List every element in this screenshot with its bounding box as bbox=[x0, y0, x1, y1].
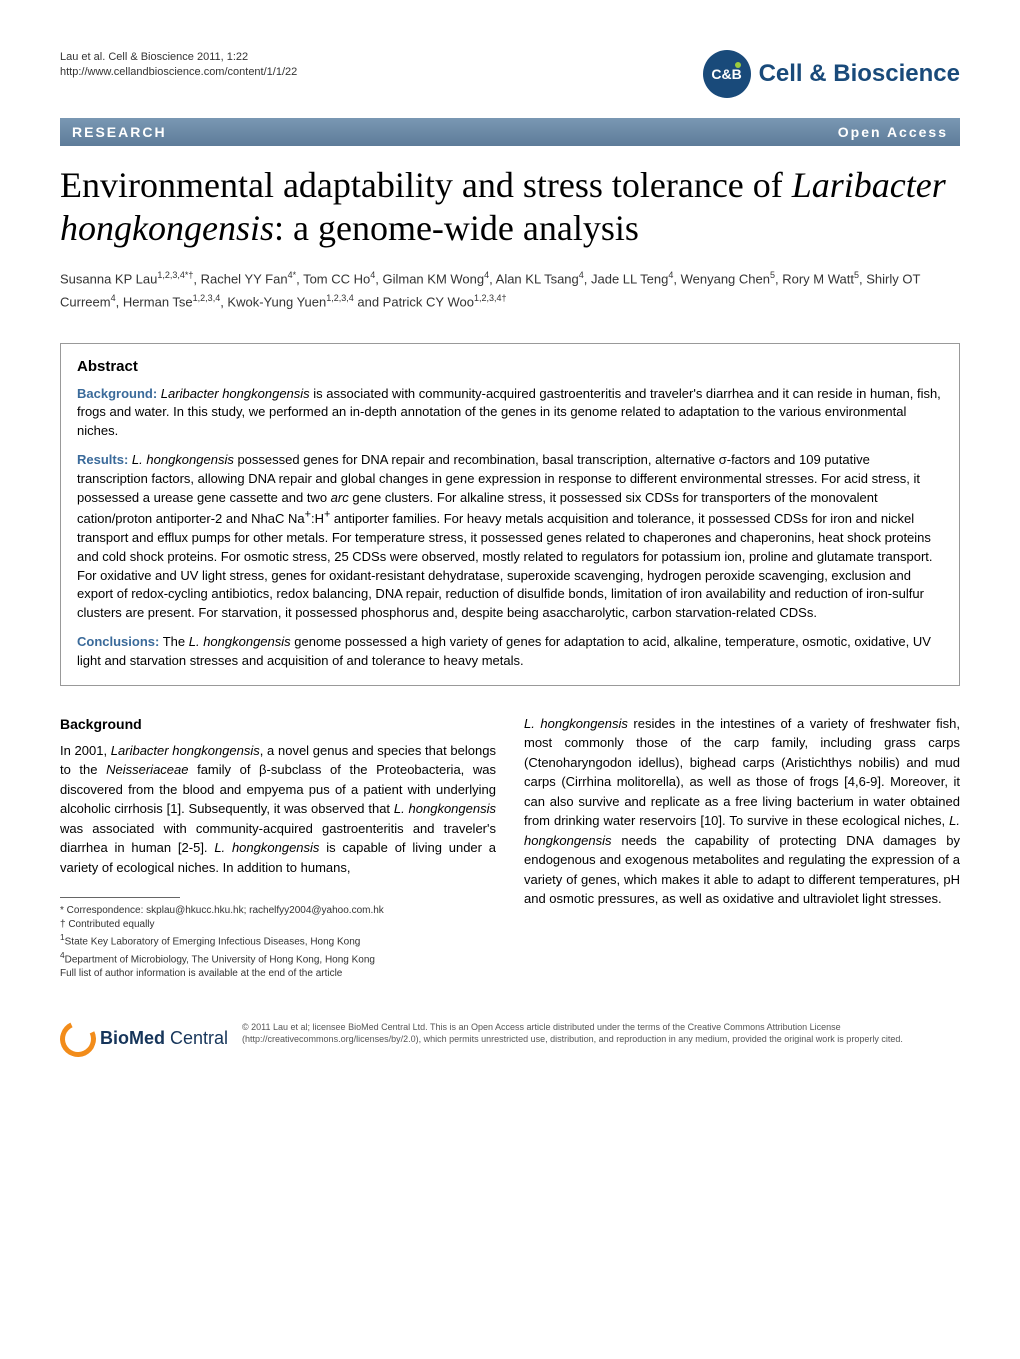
abstract-box: Abstract Background: Laribacter hongkong… bbox=[60, 343, 960, 686]
title-pre: Environmental adaptability and stress to… bbox=[60, 165, 792, 205]
abstract-conclusions: Conclusions: The L. hongkongensis genome… bbox=[77, 633, 943, 671]
bmc-light: Central bbox=[165, 1028, 228, 1048]
background-heading: Background bbox=[60, 714, 496, 735]
footnote-separator bbox=[60, 897, 180, 898]
citation-line: Lau et al. Cell & Bioscience 2011, 1:22 bbox=[60, 50, 297, 65]
license-text: © 2011 Lau et al; licensee BioMed Centra… bbox=[242, 1021, 960, 1045]
right-column: L. hongkongensis resides in the intestin… bbox=[524, 714, 960, 981]
logo-initials: C&B bbox=[711, 66, 741, 82]
abstract-heading: Abstract bbox=[77, 358, 943, 375]
abstract-results-text-2: gene clusters. For alkaline stress, it p… bbox=[77, 490, 933, 620]
title-post: : a genome-wide analysis bbox=[274, 208, 639, 248]
abstract-results: Results: L. hongkongensis possessed gene… bbox=[77, 451, 943, 623]
article-title: Environmental adaptability and stress to… bbox=[60, 164, 960, 250]
journal-logo-icon: C&B bbox=[703, 50, 751, 98]
full-author-list-note: Full list of author information is avail… bbox=[60, 967, 496, 981]
bmc-bold: BioMed bbox=[100, 1028, 165, 1048]
contributed-equally: † Contributed equally bbox=[60, 918, 496, 932]
body-columns: Background In 2001, Laribacter hongkonge… bbox=[60, 714, 960, 981]
journal-name: Cell & Bioscience bbox=[759, 60, 960, 88]
abstract-background: Background: Laribacter hongkongensis is … bbox=[77, 385, 943, 442]
footnotes: * Correspondence: skplau@hkucc.hku.hk; r… bbox=[60, 904, 496, 981]
biomed-central-logo: BioMed Central bbox=[60, 1021, 228, 1057]
page-header: Lau et al. Cell & Bioscience 2011, 1:22 … bbox=[60, 50, 960, 98]
bmc-text: BioMed Central bbox=[100, 1028, 228, 1049]
bmc-ring-icon bbox=[55, 1016, 101, 1062]
journal-logo: C&B Cell & Bioscience bbox=[703, 50, 960, 98]
background-para-left: In 2001, Laribacter hongkongensis, a nov… bbox=[60, 741, 496, 878]
abstract-label: Results: bbox=[77, 452, 128, 467]
background-para-right: L. hongkongensis resides in the intestin… bbox=[524, 714, 960, 909]
citation: Lau et al. Cell & Bioscience 2011, 1:22 … bbox=[60, 50, 297, 81]
citation-url: http://www.cellandbioscience.com/content… bbox=[60, 65, 297, 80]
affiliation-4: 4Department of Microbiology, The Univers… bbox=[60, 950, 496, 967]
logo-dot-icon bbox=[735, 62, 741, 68]
correspondence: * Correspondence: skplau@hkucc.hku.hk; r… bbox=[60, 904, 496, 918]
article-type-banner: RESEARCH Open Access bbox=[60, 118, 960, 146]
author-list: Susanna KP Lau1,2,3,4*†, Rachel YY Fan4*… bbox=[60, 268, 960, 312]
article-type: RESEARCH bbox=[72, 124, 167, 140]
abstract-label: Background: bbox=[77, 386, 157, 401]
open-access-badge: Open Access bbox=[838, 124, 948, 140]
left-column: Background In 2001, Laribacter hongkonge… bbox=[60, 714, 496, 981]
abstract-label: Conclusions: bbox=[77, 634, 159, 649]
affiliation-1: 1State Key Laboratory of Emerging Infect… bbox=[60, 932, 496, 949]
page-footer: BioMed Central © 2011 Lau et al; license… bbox=[60, 1011, 960, 1057]
abstract-conclusions-text: The bbox=[159, 634, 188, 649]
